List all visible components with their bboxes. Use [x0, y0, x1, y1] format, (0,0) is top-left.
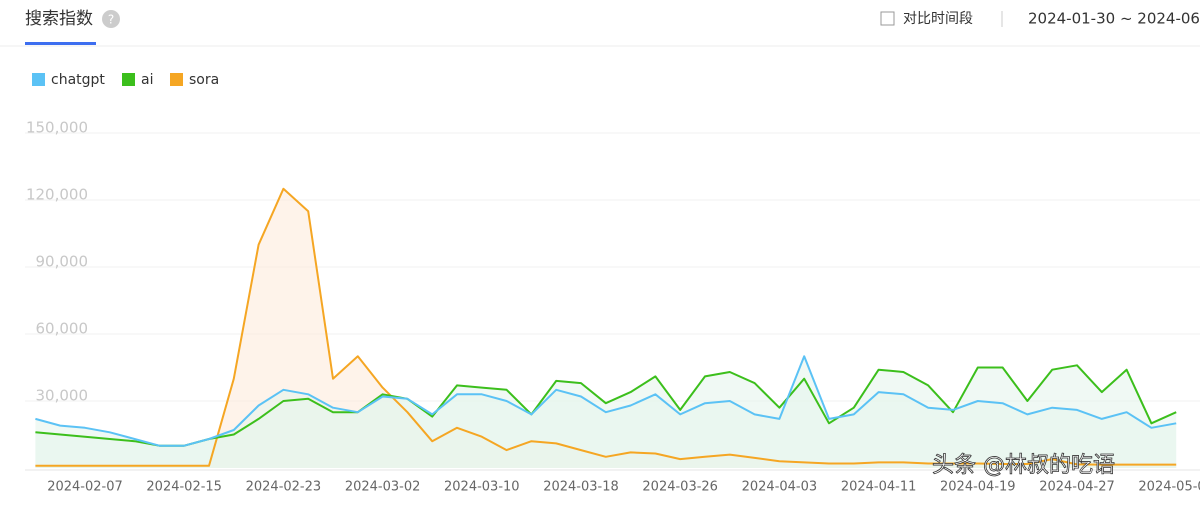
legend-label: sora: [189, 72, 219, 88]
legend-swatch: [122, 73, 135, 86]
compare-label[interactable]: 对比时间段: [903, 11, 973, 27]
y-tick-label: 60,000: [36, 320, 89, 338]
y-tick-label: 90,000: [36, 253, 89, 271]
y-tick-label: 150,000: [26, 119, 88, 137]
line: [35, 187, 1177, 467]
watermark: 头条 @林叔的吃语: [932, 453, 1115, 478]
help-icon[interactable]: [102, 10, 120, 28]
x-tick-label: 2024-02-07: [47, 480, 123, 495]
area: [35, 356, 1177, 468]
help-icon-text[interactable]: ?: [108, 13, 114, 27]
x-tick-label: 2024-03-02: [345, 480, 421, 495]
x-tick-label: 2024-02-15: [146, 480, 222, 495]
legend-swatch: [32, 73, 45, 86]
x-tick-label: 2024-03-18: [543, 480, 619, 495]
tab-title[interactable]: 搜索指数: [25, 9, 93, 29]
y-tick-label: 30,000: [36, 387, 89, 405]
legend-label: ai: [141, 72, 153, 88]
x-tick-label: 2024-02-23: [246, 480, 322, 495]
tab-underline: [25, 42, 96, 45]
area: [35, 188, 1177, 469]
date-range[interactable]: 2024-01-30 ~ 2024-06-: [1028, 10, 1200, 28]
line: [35, 355, 1177, 447]
x-tick-label: 2024-03-10: [444, 480, 520, 495]
y-tick-label: 120,000: [26, 186, 88, 204]
x-tick-label: 2024-04-03: [742, 480, 818, 495]
legend-label: chatgpt: [51, 72, 105, 88]
x-tick-label: 2024-04-27: [1039, 480, 1115, 495]
x-tick-label: 2024-03-26: [642, 480, 718, 495]
x-tick-label: 2024-04-19: [940, 480, 1016, 495]
legend-swatch: [170, 73, 183, 86]
x-tick-label: 2024-04-11: [841, 480, 917, 495]
compare-checkbox[interactable]: [880, 11, 895, 26]
x-tick-label: 2024-05-05: [1138, 480, 1200, 495]
line: [35, 364, 1177, 447]
